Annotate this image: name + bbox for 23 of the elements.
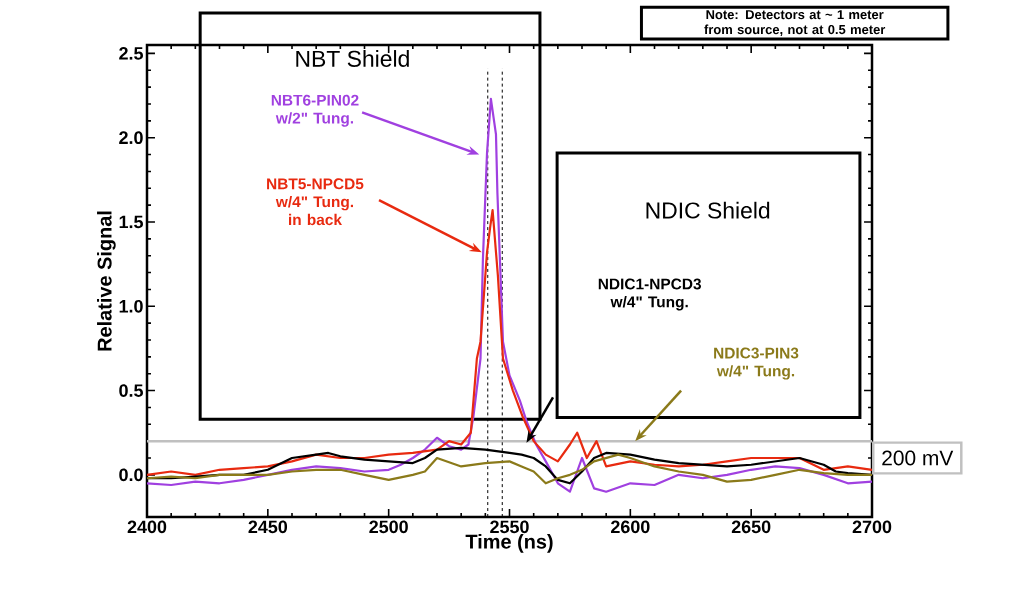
- y-axis-title: Relative Signal: [97, 211, 116, 351]
- x-tick-label: 2500: [369, 520, 408, 534]
- y-tick-label: 0.5: [119, 384, 143, 397]
- ref-line-label: 200 mV: [882, 450, 954, 466]
- text: NDIC3-PIN3 w/4" Tung.: [714, 347, 799, 380]
- y-tick-label: 1.0: [119, 299, 143, 313]
- text: NBT6-PIN02 w/2" Tung.: [271, 94, 359, 127]
- x-tick-label: 2700: [852, 520, 892, 534]
- x-tick-label: 2400: [127, 520, 167, 534]
- x-axis-title: Time (ns): [465, 534, 553, 553]
- x-tick-label: 2450: [248, 520, 288, 534]
- x-tick-label: 2600: [611, 520, 650, 534]
- annotation: NBT Shield: [296, 50, 409, 67]
- annotation: NDIC Shield: [646, 201, 770, 219]
- text: NBT5-NPCD5 w/4" Tung. in back: [267, 178, 364, 226]
- x-tick-label: 2650: [731, 520, 771, 534]
- x-tick-label: 2550: [490, 520, 529, 534]
- y-tick-label: 1.5: [119, 215, 143, 229]
- text: Note: Detectors at ~ 1 meter from source, not at 0.5 meter: [704, 10, 886, 37]
- y-tick-label: 0.0: [119, 468, 143, 482]
- text: NDIC1-NPCD3 w/4" Tung.: [598, 278, 702, 311]
- y-tick-label: 2.0: [119, 131, 143, 145]
- y-tick-label: 2.5: [119, 47, 143, 60]
